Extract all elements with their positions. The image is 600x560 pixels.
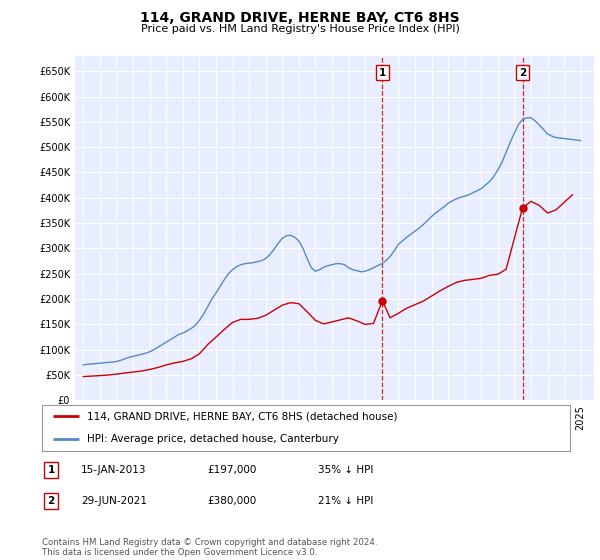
Text: 2: 2 [47, 496, 55, 506]
Text: 114, GRAND DRIVE, HERNE BAY, CT6 8HS: 114, GRAND DRIVE, HERNE BAY, CT6 8HS [140, 11, 460, 25]
Text: HPI: Average price, detached house, Canterbury: HPI: Average price, detached house, Cant… [87, 435, 339, 444]
Text: 1: 1 [47, 465, 55, 475]
Text: Price paid vs. HM Land Registry's House Price Index (HPI): Price paid vs. HM Land Registry's House … [140, 24, 460, 34]
Text: 29-JUN-2021: 29-JUN-2021 [81, 496, 147, 506]
Text: 15-JAN-2013: 15-JAN-2013 [81, 465, 146, 475]
Text: 35% ↓ HPI: 35% ↓ HPI [318, 465, 373, 475]
Text: 1: 1 [379, 68, 386, 77]
Text: 2: 2 [519, 68, 526, 77]
Point [377, 296, 387, 305]
Text: Contains HM Land Registry data © Crown copyright and database right 2024.
This d: Contains HM Land Registry data © Crown c… [42, 538, 377, 557]
Point [518, 203, 527, 212]
Text: £380,000: £380,000 [207, 496, 256, 506]
Text: 114, GRAND DRIVE, HERNE BAY, CT6 8HS (detached house): 114, GRAND DRIVE, HERNE BAY, CT6 8HS (de… [87, 412, 397, 421]
Text: 21% ↓ HPI: 21% ↓ HPI [318, 496, 373, 506]
Text: £197,000: £197,000 [207, 465, 256, 475]
